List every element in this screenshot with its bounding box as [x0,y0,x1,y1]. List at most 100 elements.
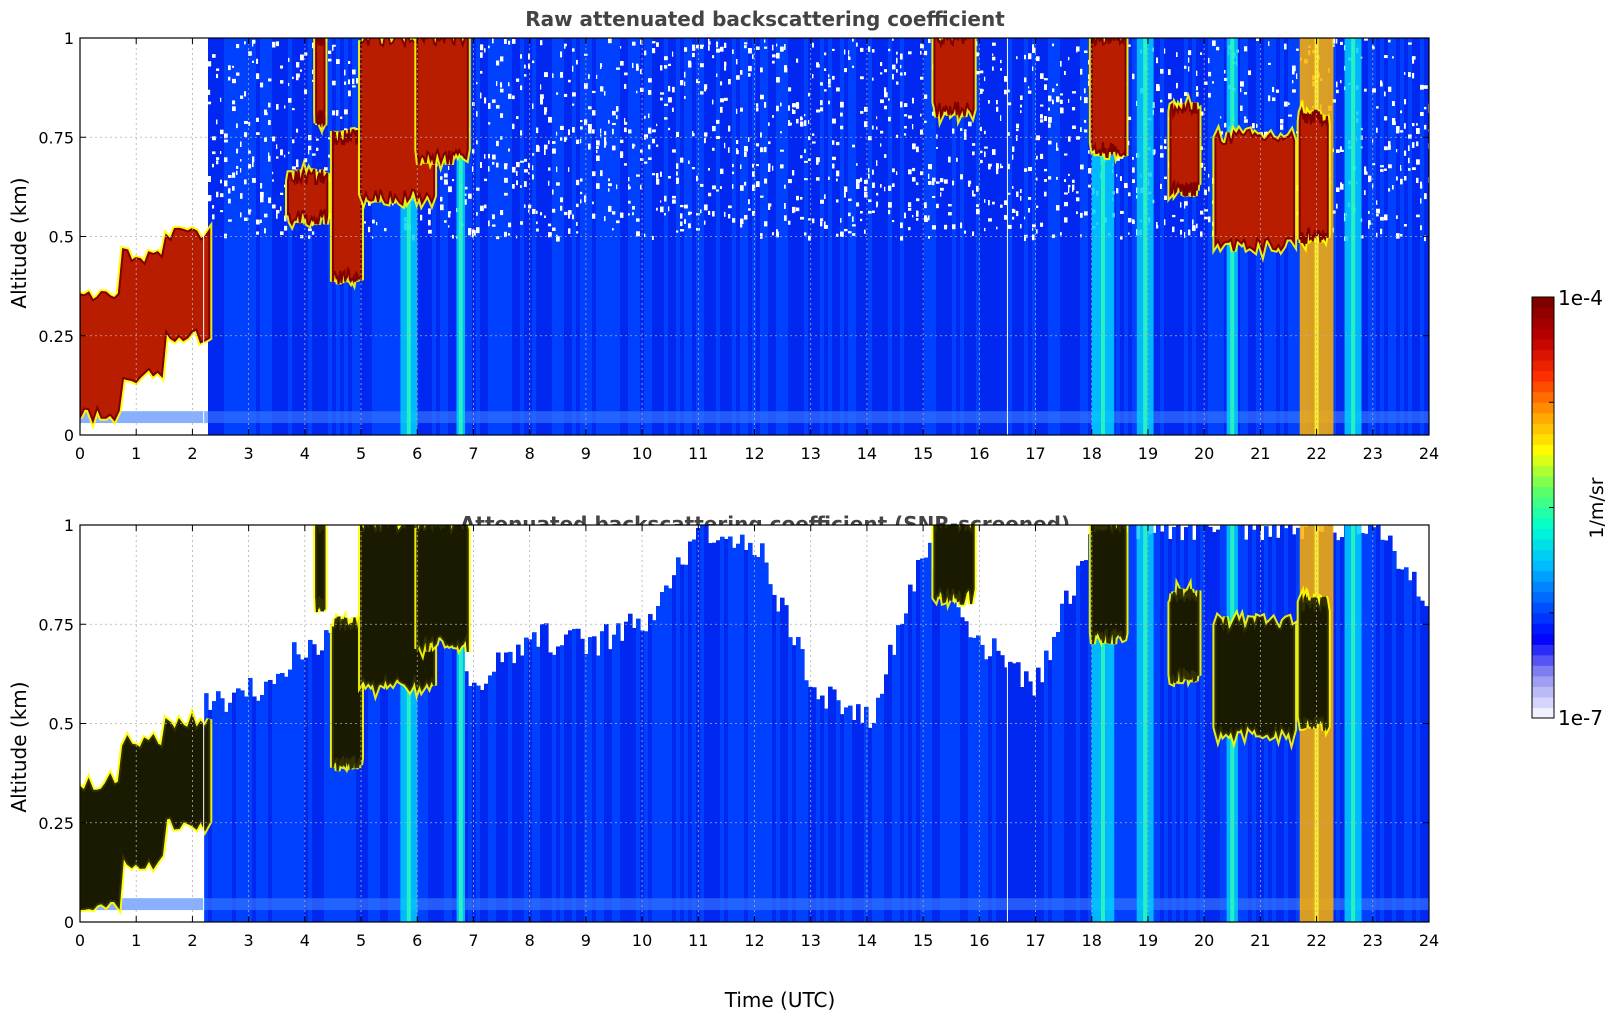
noise-speck [1000,165,1004,169]
colorbar-step [1532,707,1554,719]
noise-speck [720,106,723,113]
heatmap-column [416,38,421,435]
noise-speck [1028,86,1030,89]
noise-speck [1400,130,1404,133]
noise-speck [704,132,708,137]
noise-speck [272,204,276,209]
noise-speck [276,156,279,159]
noise-speck [924,217,928,222]
x-tick-label: 2 [187,931,197,950]
noise-speck [492,38,494,44]
noise-speck [688,160,690,164]
heatmap-column [316,654,321,922]
heatmap-column [912,38,917,435]
noise-speck [600,86,604,92]
noise-speck [1364,171,1368,175]
noise-speck [588,123,592,130]
noise-speck [464,199,467,205]
noise-speck [868,173,870,179]
noise-speck [524,204,526,208]
noise-speck [612,145,616,151]
noise-speck [1416,123,1418,126]
noise-speck [228,65,231,71]
heatmap-column [1340,537,1345,922]
noise-speck [1296,73,1298,79]
noise-speck [756,107,759,112]
noise-speck [444,173,448,178]
noise-speck [684,219,686,224]
noise-speck [572,214,574,220]
heatmap-column [1360,532,1365,922]
heatmap-column [1124,532,1129,922]
top-panel: Raw attenuated backscattering coefficien… [7,7,1439,463]
noise-speck [268,102,271,108]
noise-speck [580,199,582,204]
noise-speck [1088,184,1091,188]
heatmap-column [976,38,981,435]
noise-speck [240,212,242,218]
noise-speck [1132,219,1135,225]
heatmap-column [636,38,641,435]
noise-speck [1368,210,1370,214]
noise-speck [648,144,651,150]
noise-speck [780,149,784,152]
noise-speck [996,168,999,175]
heatmap-column [512,663,517,922]
noise-speck [1220,131,1224,135]
noise-speck [1128,140,1130,146]
x-tick-label: 13 [801,444,821,463]
noise-speck [1072,189,1074,192]
heatmap-column [1084,560,1089,922]
heatmap-column [1032,695,1037,922]
noise-speck [784,203,786,209]
noise-speck [552,227,556,231]
noise-speck [872,125,874,130]
noise-speck [1364,38,1368,41]
noise-speck [532,153,535,156]
noise-speck [632,41,636,46]
noise-speck [1208,216,1211,223]
noise-speck [1188,57,1190,63]
heatmap-column [992,638,997,922]
heatmap-column [696,38,701,435]
noise-speck [608,183,612,187]
noise-speck [724,142,726,149]
noise-speck [208,61,212,67]
noise-speck [772,165,774,171]
noise-speck [244,41,246,45]
noise-speck [700,91,704,95]
x-tick-label: 4 [300,444,310,463]
x-tick-label: 13 [801,931,821,950]
x-tick-label: 15 [913,444,933,463]
heatmap-column [1208,526,1213,922]
heatmap-column [1332,532,1337,922]
heatmap-column [952,38,957,435]
noise-speck [324,167,328,171]
noise-speck [596,149,598,154]
noise-speck [600,134,602,137]
noise-speck [756,46,760,50]
noise-speck [252,39,256,44]
noise-speck [1040,153,1044,160]
noise-speck [972,190,974,195]
noise-speck [1188,66,1190,72]
noise-speck [1036,177,1038,181]
noise-speck [468,193,472,199]
heatmap-column [740,38,745,435]
heatmap-column [996,38,1001,435]
heatmap-column [260,38,265,435]
noise-speck [864,186,868,192]
heatmap-column [1080,38,1085,435]
noise-speck [608,178,610,182]
noise-speck [932,179,935,186]
bottom-panel: Attenuated backscattering coefficient (S… [7,512,1439,1012]
noise-speck [1388,86,1392,92]
noise-speck [264,112,268,116]
heatmap-column [804,680,809,922]
noise-speck [1016,135,1018,141]
noise-speck [736,58,738,65]
noise-speck [968,121,972,127]
noise-speck [1388,144,1391,150]
noise-speck [1400,178,1403,185]
heatmap-column [1396,568,1401,922]
